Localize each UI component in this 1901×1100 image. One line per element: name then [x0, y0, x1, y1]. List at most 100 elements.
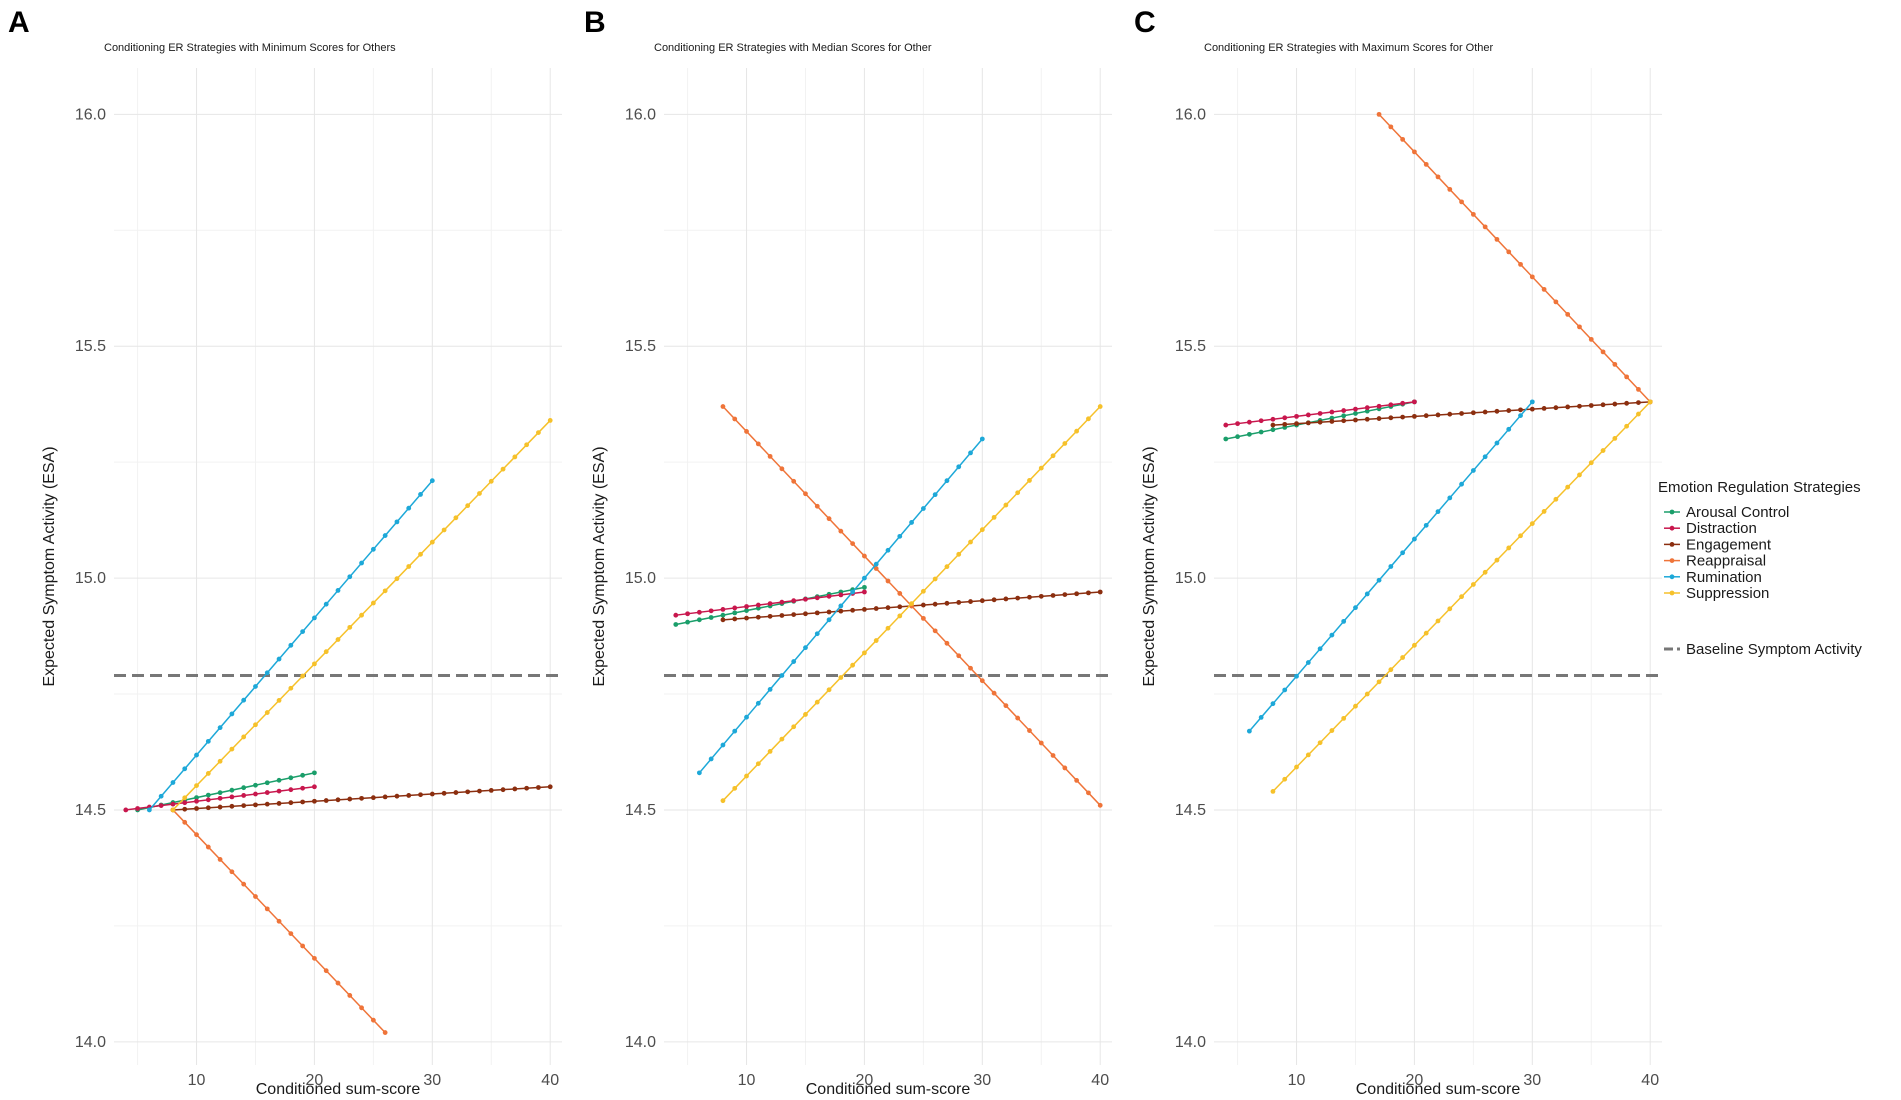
data-point	[932, 576, 938, 582]
data-point	[720, 606, 726, 612]
x-axis-title: Conditioned sum-score	[806, 1081, 971, 1098]
data-point	[708, 756, 714, 762]
legend: Emotion Regulation Strategies Arousal Co…	[1658, 479, 1862, 658]
data-point	[229, 711, 235, 717]
data-point	[429, 791, 435, 797]
data-point	[850, 607, 856, 613]
data-point	[1636, 386, 1641, 392]
data-point	[1494, 408, 1500, 414]
data-point	[1086, 790, 1091, 796]
data-point	[1541, 286, 1547, 292]
y-tick-label: 14.5	[625, 802, 656, 819]
data-point	[909, 520, 914, 525]
data-point	[477, 491, 482, 496]
data-point	[1341, 418, 1347, 424]
legend-key-point	[1669, 509, 1675, 515]
data-point	[1294, 413, 1299, 419]
y-tick-label: 16.0	[1175, 106, 1206, 123]
data-point	[1577, 403, 1582, 409]
data-point	[158, 793, 164, 799]
series-rumination	[146, 478, 435, 813]
data-point	[1329, 415, 1335, 421]
x-tick-label: 40	[1641, 1072, 1659, 1089]
data-point	[347, 993, 353, 998]
data-point	[814, 699, 820, 705]
data-point	[897, 604, 903, 610]
data-point	[744, 429, 749, 434]
data-point	[920, 506, 926, 511]
x-tick-label: 20	[306, 1072, 324, 1089]
data-point	[1258, 429, 1264, 435]
data-point	[1423, 522, 1429, 528]
data-point	[158, 803, 164, 809]
data-point	[1003, 502, 1009, 508]
data-point	[1529, 406, 1535, 412]
series-distraction	[1223, 399, 1417, 428]
data-point	[968, 665, 973, 671]
panel-a: 10 20 30 40 14.0 14.5 15.0 15.5 16.0 Conditioned …	[8, 6, 562, 1098]
data-point	[406, 505, 412, 511]
data-point	[1376, 416, 1382, 421]
data-point	[547, 418, 553, 423]
data-point	[862, 584, 867, 590]
data-point	[791, 724, 797, 730]
legend-label: Reappraisal	[1686, 553, 1766, 570]
data-point	[779, 736, 785, 742]
data-point	[276, 656, 282, 662]
data-point	[217, 725, 223, 731]
data-point	[991, 690, 997, 696]
data-point	[720, 404, 726, 409]
data-point	[1412, 149, 1417, 155]
data-point	[1612, 401, 1618, 407]
data-point	[838, 608, 844, 614]
data-point	[1282, 687, 1288, 693]
panel-letter: A	[8, 6, 30, 39]
data-point	[205, 771, 211, 776]
y-axis-title: Expected Symptom Activity (ESA)	[591, 446, 608, 686]
data-point	[803, 491, 808, 497]
legend-key-point	[1669, 590, 1675, 596]
data-point	[1400, 414, 1406, 420]
data-point	[1376, 111, 1382, 117]
data-point	[1506, 426, 1512, 432]
data-point	[744, 604, 749, 609]
data-point	[1235, 434, 1240, 440]
data-point	[312, 661, 317, 667]
data-point	[920, 615, 926, 621]
data-point	[1470, 410, 1476, 416]
x-tick-label: 10	[1288, 1072, 1306, 1089]
data-point	[217, 790, 223, 796]
legend-title: Emotion Regulation Strategies	[1658, 479, 1861, 496]
data-point	[826, 516, 832, 522]
data-point	[968, 539, 973, 545]
data-point	[1647, 399, 1653, 405]
data-point	[1062, 592, 1068, 598]
data-point	[441, 527, 447, 533]
legend-label: Engagement	[1686, 536, 1772, 553]
data-point	[1097, 589, 1103, 595]
data-point	[1612, 435, 1618, 441]
data-point	[229, 803, 235, 809]
data-point	[547, 784, 553, 790]
data-point	[979, 527, 985, 533]
legend-label: Rumination	[1686, 569, 1762, 586]
data-point	[708, 615, 714, 620]
data-point	[205, 797, 211, 803]
data-point	[791, 478, 797, 484]
data-point	[217, 857, 223, 862]
data-point	[862, 606, 867, 612]
data-point	[1412, 536, 1417, 542]
data-point	[862, 650, 867, 656]
panel-title: Conditioning ER Strategies with Minimum …	[104, 42, 396, 54]
series-engagement	[170, 784, 553, 813]
data-point	[253, 894, 258, 899]
data-point	[1038, 593, 1044, 599]
data-point	[429, 539, 435, 545]
data-point	[382, 794, 388, 800]
data-point	[1027, 728, 1032, 733]
data-point	[312, 615, 317, 621]
x-tick-label: 30	[973, 1072, 991, 1089]
data-point	[347, 624, 353, 630]
panel-title: Conditioning ER Strategies with Median S…	[654, 42, 932, 54]
legend-item: Engagement	[1664, 536, 1772, 553]
